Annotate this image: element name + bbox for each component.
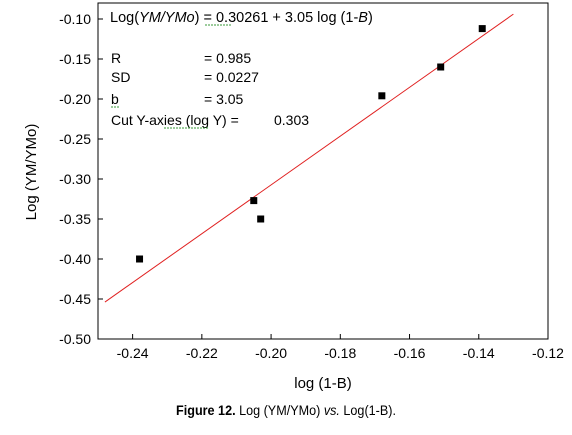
- caption-label: Figure 12.: [176, 402, 236, 418]
- y-tick-label: -0.20: [59, 91, 91, 107]
- sd-value: = 0.0227: [204, 69, 259, 85]
- x-tick-label: -0.20: [255, 345, 287, 361]
- x-axis-title: log (1-B): [294, 375, 352, 392]
- x-tick-label: -0.12: [532, 345, 564, 361]
- x-axis-title-text: log (1-B): [294, 375, 352, 392]
- y-tick-label: -0.30: [59, 171, 91, 187]
- equation-var: YM/YMo: [139, 10, 195, 26]
- caption-text-b: Log(1-B).: [343, 402, 396, 418]
- cut-label: Cut Y-axies (log Y) =: [111, 112, 239, 128]
- equation-end: ): [368, 10, 373, 26]
- b-value: = 3.05: [204, 91, 244, 107]
- y-tick-label: -0.40: [59, 251, 91, 267]
- equation-line: Log(YM/YMo) = 0.30261 + 3.05 log (1-B): [110, 10, 373, 26]
- y-tick-label: -0.45: [59, 291, 91, 307]
- x-axis-ticks: -0.24 -0.22 -0.20 -0.18 -0.16 -0.14 -0.12: [117, 334, 564, 361]
- y-tick-label: -0.50: [59, 331, 91, 347]
- plot-frame: [97, 2, 549, 340]
- r-value: = 0.985: [204, 50, 251, 66]
- fit-line: [104, 13, 514, 303]
- data-point: [250, 197, 258, 205]
- y-axis-ticks: -0.10 -0.15 -0.20 -0.25 -0.30 -0.35 -0.40 -0.45…: [59, 11, 103, 347]
- equation-prefix: Log(: [110, 10, 139, 26]
- caption-vs: vs.: [323, 402, 340, 418]
- y-tick-label: -0.25: [59, 131, 91, 147]
- y-tick-label: -0.10: [59, 11, 91, 27]
- data-point: [437, 63, 445, 71]
- sd-label: SD: [111, 69, 130, 85]
- figure-caption: Figure 12. Log (YM/YMo) vs. Log(1-B).: [29, 402, 544, 418]
- cut-value: 0.303: [274, 112, 309, 128]
- x-tick-label: -0.16: [394, 345, 426, 361]
- data-point: [378, 92, 386, 100]
- data-points: [136, 25, 486, 263]
- b-label: b: [111, 91, 119, 107]
- data-point: [478, 25, 486, 33]
- x-tick-label: -0.14: [463, 345, 495, 361]
- caption-text-a: Log (YM/YMo): [239, 402, 321, 418]
- x-tick-label: -0.22: [186, 345, 218, 361]
- chart: -0.10 -0.15 -0.20 -0.25 -0.30 -0.35 -0.40 -0.45…: [23, 2, 564, 392]
- r-label: R: [111, 50, 121, 66]
- x-tick-label: -0.24: [117, 345, 149, 361]
- equation-b: B: [358, 10, 368, 26]
- y-axis-title-text: Log (YM/YMo): [23, 124, 40, 221]
- data-point: [136, 255, 144, 263]
- x-tick-label: -0.18: [324, 345, 356, 361]
- y-axis-title: Log (YM/YMo): [23, 124, 40, 221]
- annotation-box: Log(YM/YMo) = 0.30261 + 3.05 log (1-B) R…: [110, 10, 373, 129]
- data-point: [257, 215, 265, 223]
- y-tick-label: -0.35: [59, 211, 91, 227]
- equation-mid: ) = 0.30261 + 3.05 log (1-: [195, 10, 359, 26]
- y-tick-label: -0.15: [59, 51, 91, 67]
